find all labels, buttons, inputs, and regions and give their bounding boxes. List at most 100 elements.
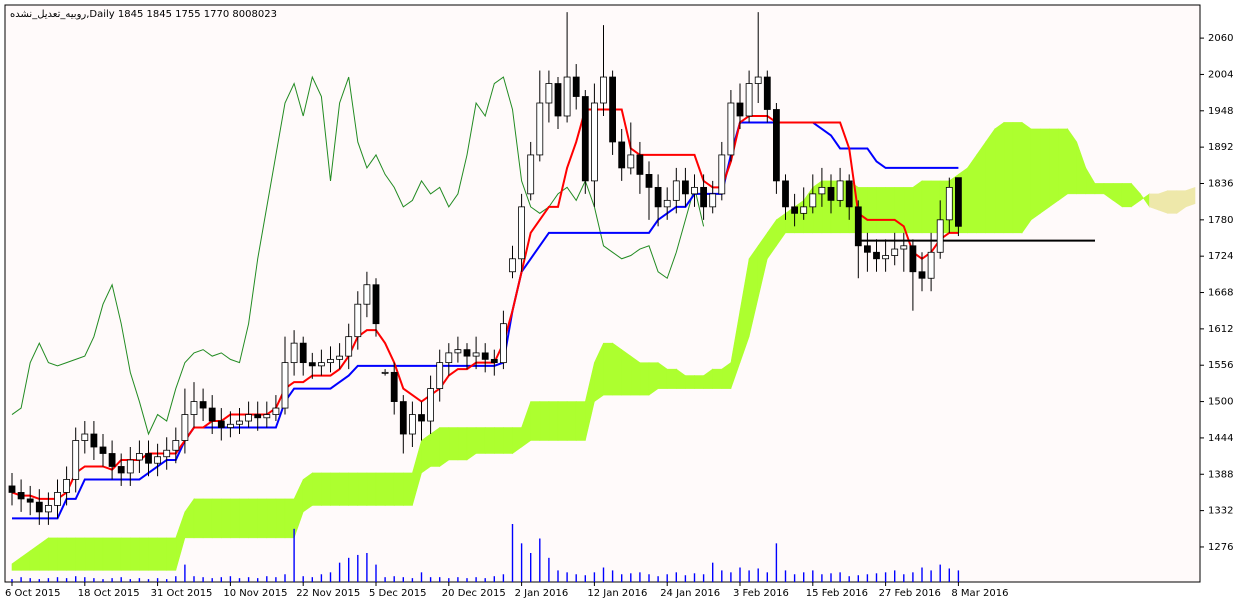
y-tick-label: 1556	[1208, 360, 1233, 371]
candle-body	[108, 453, 116, 467]
cloud-segment	[130, 537, 140, 571]
cloud-segment	[603, 342, 613, 396]
cloud-segment	[66, 537, 76, 571]
cloud-segment	[976, 140, 987, 234]
candle-body	[436, 362, 444, 389]
cloud-segment	[248, 498, 259, 539]
x-tick-label: 24 Jan 2016	[660, 588, 720, 599]
candle-body	[627, 154, 635, 169]
cloud-segment	[75, 537, 86, 571]
candle-body	[636, 154, 644, 175]
candle-body	[955, 177, 962, 227]
candle-body	[490, 358, 498, 364]
cloud-segment	[348, 472, 359, 506]
x-tick-label: 12 Jan 2016	[587, 588, 647, 599]
candle-body	[345, 336, 353, 357]
candle-body	[154, 456, 162, 464]
cloud-segment	[421, 433, 431, 474]
cloud-segment	[867, 187, 877, 234]
candle-body	[8, 485, 16, 493]
candle-body	[645, 174, 653, 188]
candle-body	[873, 251, 880, 260]
y-tick-label: 1388	[1208, 469, 1233, 480]
candle-body	[672, 180, 680, 201]
candle-body	[827, 186, 835, 201]
candle-body	[836, 180, 844, 201]
cloud-segment	[566, 401, 577, 441]
candle-body	[26, 498, 34, 503]
cloud-segment	[1167, 190, 1178, 214]
candle-body	[281, 362, 289, 409]
candle-body	[618, 141, 626, 169]
cloud-segment	[84, 537, 95, 571]
chart-title: روبیه_تعدیل_نشده,Daily 1845 1845 1755 17…	[10, 9, 277, 20]
candle-body	[126, 459, 134, 474]
candle-body	[236, 420, 243, 425]
y-tick-label: 1892	[1208, 142, 1233, 153]
cloud-segment	[1049, 128, 1059, 208]
y-tick-label: 1948	[1208, 106, 1233, 117]
cloud-segment	[120, 537, 131, 571]
candle-body	[545, 83, 553, 104]
cloud-segment	[48, 537, 58, 571]
candle-body	[727, 102, 735, 156]
cloud-segment	[994, 121, 1005, 234]
cloud-segment	[557, 401, 568, 441]
candle-body	[882, 255, 889, 260]
candle-body	[709, 193, 717, 208]
candle-body	[45, 505, 52, 513]
cloud-segment	[530, 401, 541, 441]
candle-body	[372, 284, 380, 325]
cloud-segment	[311, 472, 322, 506]
candle-body	[754, 76, 762, 84]
candle-body	[463, 349, 471, 357]
cloud-segment	[111, 537, 122, 571]
candle-body	[135, 453, 143, 461]
candle-body	[591, 102, 598, 182]
x-tick-label: 27 Feb 2016	[879, 588, 941, 599]
candle-body	[172, 440, 180, 451]
candle-body	[63, 479, 70, 493]
candle-body	[90, 433, 98, 448]
cloud-segment	[357, 472, 368, 506]
cloud-segment	[1121, 183, 1132, 208]
cloud-segment	[330, 472, 340, 506]
x-tick-label: 15 Feb 2016	[806, 588, 868, 599]
cloud-segment	[157, 537, 167, 571]
candle-body	[390, 371, 398, 402]
cloud-segment	[1030, 128, 1041, 221]
candle-body	[254, 414, 262, 419]
cloud-segment	[93, 537, 104, 571]
candle-body	[745, 83, 753, 117]
cloud-segment	[666, 368, 677, 389]
cloud-segment	[321, 472, 331, 506]
candle-body	[763, 76, 771, 110]
cloud-segment	[139, 537, 149, 571]
y-tick-label: 1724	[1208, 251, 1233, 262]
candle-body	[527, 154, 535, 195]
candle-body	[181, 414, 189, 441]
candle-body	[190, 401, 198, 415]
cloud-segment	[375, 472, 386, 506]
candle-body	[163, 449, 171, 458]
cloud-segment	[475, 427, 486, 454]
candle-body	[736, 102, 744, 117]
cloud-segment	[621, 349, 632, 396]
candle-body	[145, 453, 152, 464]
x-tick-label: 2 Jan 2016	[515, 588, 569, 599]
candle-body	[782, 180, 789, 208]
cloud-segment	[339, 472, 350, 506]
cloud-segment	[384, 472, 395, 506]
candle-body	[418, 414, 425, 422]
cloud-segment	[193, 498, 204, 539]
cloud-segment	[548, 401, 559, 441]
cloud-segment	[148, 537, 158, 571]
cloud-segment	[1040, 128, 1050, 214]
x-tick-label: 31 Oct 2015	[151, 588, 213, 599]
candle-body	[17, 492, 25, 500]
candle-body	[381, 371, 389, 374]
candle-body	[290, 342, 298, 364]
candle-body	[454, 349, 462, 354]
candle-body	[408, 414, 416, 435]
